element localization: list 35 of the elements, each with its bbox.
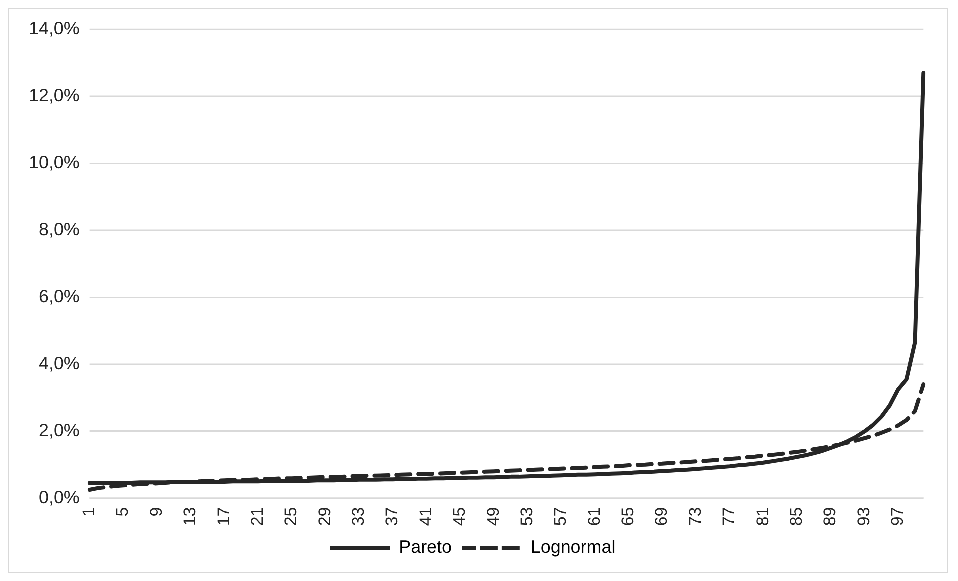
x-tick-label: 77 <box>720 507 739 526</box>
x-tick-label: 9 <box>146 507 166 517</box>
y-tick-label: 6,0% <box>38 286 80 306</box>
y-tick-label: 4,0% <box>38 353 80 374</box>
y-tick-label: 14,0% <box>28 18 80 39</box>
x-tick-label: 53 <box>517 507 536 526</box>
x-tick-label: 93 <box>854 507 874 526</box>
y-tick-label: 0,0% <box>38 487 80 508</box>
x-tick-label: 85 <box>786 507 806 526</box>
legend-label: Lognormal <box>530 537 616 558</box>
x-tick-label: 21 <box>248 507 267 526</box>
y-tick-label: 12,0% <box>28 86 80 106</box>
x-tick-label: 13 <box>180 507 200 526</box>
x-tick-label: 97 <box>888 507 908 526</box>
x-tick-label: 37 <box>382 507 402 526</box>
x-tick-label: 61 <box>584 507 604 526</box>
y-tick-label: 2,0% <box>38 420 80 440</box>
x-tick-label: 89 <box>820 507 840 526</box>
x-tick-label: 69 <box>652 507 672 526</box>
x-tick-label: 5 <box>113 507 132 517</box>
x-tick-label: 25 <box>282 507 301 526</box>
x-tick-label: 81 <box>753 507 772 526</box>
y-tick-label: 8,0% <box>38 220 80 240</box>
x-tick-label: 45 <box>450 507 470 526</box>
x-tick-label: 41 <box>416 507 436 526</box>
x-tick-label: 33 <box>349 507 368 526</box>
legend-label: Pareto <box>399 537 452 558</box>
x-tick-label: 73 <box>686 507 705 526</box>
x-tick-label: 65 <box>618 507 638 526</box>
y-tick-label: 10,0% <box>28 152 80 173</box>
x-tick-label: 17 <box>214 507 234 526</box>
x-tick-label: 29 <box>315 507 334 526</box>
x-tick-label: 1 <box>80 507 99 517</box>
x-tick-label: 49 <box>484 507 503 526</box>
x-tick-label: 57 <box>551 507 570 526</box>
